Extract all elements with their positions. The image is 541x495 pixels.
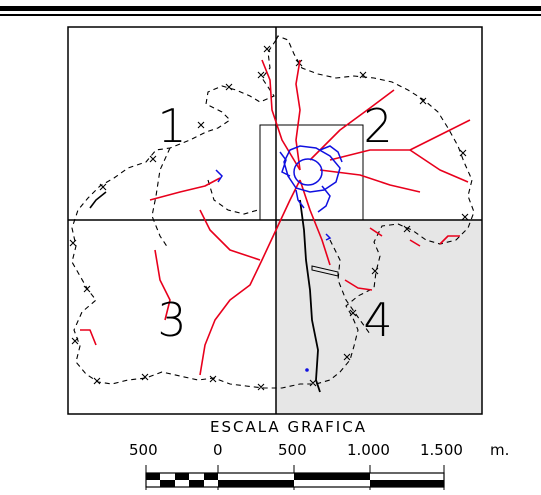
- scale-unit: m.: [490, 441, 510, 459]
- zone-4-highlight[interactable]: [276, 220, 482, 414]
- internal-boundary-west: [151, 147, 171, 249]
- industrial-parcel: [311, 265, 339, 277]
- header-rule-thin: [0, 14, 541, 16]
- scale-tick-1000: 1.000: [347, 441, 390, 459]
- scale-title: ESCALA GRAFICA: [210, 418, 367, 436]
- header-rule-thick: [0, 6, 541, 11]
- urban-inset-box: [259, 124, 364, 221]
- zone-label-2: 2: [363, 99, 392, 153]
- west-route: [89, 191, 107, 209]
- zone-label-3: 3: [157, 293, 186, 347]
- urban-point: [305, 368, 309, 372]
- internal-boundary-east: [329, 239, 371, 335]
- municipal-boundary: [71, 35, 475, 389]
- zone-label-4: 4: [363, 293, 392, 347]
- scale-tick-500-left: 500: [129, 441, 158, 459]
- boundary-crosses: [69, 45, 469, 391]
- scale-tick-1500: 1.500: [420, 441, 463, 459]
- scale-tick-0: 0: [213, 441, 223, 459]
- scale-bar: [145, 465, 445, 490]
- internal-boundary-inner: [207, 179, 259, 215]
- zone-label-1: 1: [157, 99, 186, 153]
- main-route: [299, 199, 321, 393]
- urban-area: [215, 145, 343, 241]
- scale-tick-500: 500: [278, 441, 307, 459]
- roads: [80, 59, 471, 376]
